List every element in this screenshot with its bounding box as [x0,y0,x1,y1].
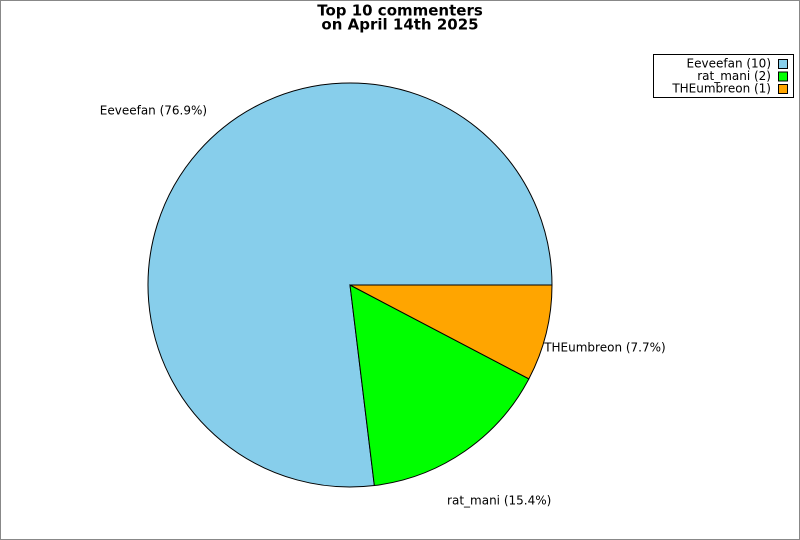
slice-label: rat_mani (15.4%) [447,494,551,508]
slice-label: Eeveefan (76.9%) [100,103,207,117]
legend-label: rat_mani (2) [697,69,771,83]
pie-slice [349,284,553,380]
chart-title: Top 10 commenters [317,2,483,20]
legend-label: THEumbreon (1) [671,82,771,96]
legend-swatch [778,71,788,82]
legend-box [653,54,794,98]
chart-title: on April 14th 2025 [321,16,478,34]
legend-label: Eeveefan (10) [687,57,771,71]
slice-label: THEumbreon (7.7%) [543,340,666,354]
pie-slice [349,284,530,487]
legend-swatch [778,59,788,69]
legend-swatch [778,84,788,94]
